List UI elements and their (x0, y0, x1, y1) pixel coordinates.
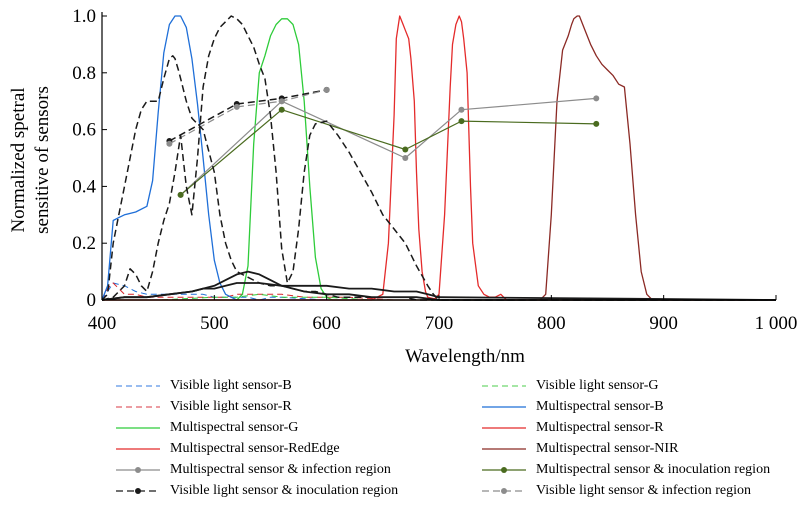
y-tick-label: 0.6 (72, 120, 96, 141)
legend-item-multispectral-sensor-and-infection-region: Multispectral sensor & infection region (114, 460, 391, 479)
legend-swatch (482, 426, 526, 429)
x-tick-label: 600 (312, 313, 341, 334)
legend-swatch (482, 447, 526, 450)
x-tick-label: 700 (425, 313, 454, 334)
legend-swatch (116, 466, 160, 473)
series-line-multispectral-sensor-and-infection-region (180, 97, 597, 196)
y-tick-label: 1.0 (72, 6, 96, 27)
chart-plot: 400 500 600 700 800 900 1 00000.20.40.60.81.0 … (8, 6, 797, 367)
legend-label: Multispectral sensor-RedEdge (170, 440, 340, 456)
legend-label: Multispectral sensor & inoculation regio… (536, 461, 771, 477)
y-tick-label: 0 (87, 290, 97, 311)
data-point-multispectral-sensor-and-infection-region (458, 106, 465, 113)
legend-label: Multispectral sensor-G (170, 419, 299, 435)
legend-label: Visible light sensor-B (170, 377, 292, 393)
series-line-multispectral-sensor-g (102, 18, 776, 301)
data-point-multispectral-sensor-and-inoculation-region (177, 191, 184, 198)
legend-swatch (116, 447, 160, 450)
x-tick-label: 1 000 (755, 313, 798, 334)
legend-swatch (482, 466, 526, 473)
legend-swatch (482, 384, 526, 387)
data-point-visible-light-sensor-and-infection-region (323, 86, 330, 93)
series-line-visible-light-sensor-r (101, 282, 776, 301)
data-point-multispectral-sensor-and-inoculation-region (402, 146, 409, 153)
legend-item-multispectral-sensor-and-inoculation-region: Multispectral sensor & inoculation regio… (480, 460, 770, 479)
series-line-multispectral-sensor-rededge (102, 15, 776, 301)
legend-label: Multispectral sensor-NIR (536, 440, 679, 456)
legend-swatch (116, 384, 160, 387)
legend-item-visible-light-sensor-and-infection-region: Visible light sensor & infection region (480, 481, 751, 500)
legend-label: Multispectral sensor-B (536, 398, 664, 414)
legend-swatch (116, 405, 160, 408)
chart-legend: Visible light sensor-B Visible light sens… (100, 376, 800, 511)
legend-label: Visible light sensor & infection region (536, 482, 751, 498)
legend-item-visible-light-sensor-and-inoculation-region: Visible light sensor & inoculation regio… (114, 481, 398, 500)
series-line-multispectral-sensor-nir (102, 15, 776, 301)
data-point-visible-light-sensor-and-infection-region (166, 140, 173, 147)
legend-item-multispectral-sensor-b: Multispectral sensor-B (480, 397, 664, 416)
data-point-multispectral-sensor-and-infection-region (593, 95, 600, 102)
y-tick-label: 0.8 (72, 63, 96, 84)
series-line-visible-light-sensor-b (101, 282, 776, 301)
legend-item-multispectral-sensor-rededge: Multispectral sensor-RedEdge (114, 439, 340, 458)
x-tick-label: 900 (649, 313, 678, 334)
legend-swatch (116, 426, 160, 429)
y-tick-label: 0.2 (72, 233, 96, 254)
legend-item-visible-light-sensor-g: Visible light sensor-G (480, 376, 659, 395)
x-tick-label: 800 (537, 313, 566, 334)
legend-item-multispectral-sensor-nir: Multispectral sensor-NIR (480, 439, 678, 458)
legend-item-visible-light-sensor-b: Visible light sensor-B (114, 376, 292, 395)
legend-item-multispectral-sensor-r: Multispectral sensor-R (480, 418, 664, 437)
data-point-multispectral-sensor-and-inoculation-region (278, 106, 285, 113)
series-line-visible-light-sensor-and-inoculation-region (169, 89, 327, 142)
y-tick-label: 0.4 (72, 176, 96, 197)
legend-label: Multispectral sensor & infection region (170, 461, 391, 477)
series-line-multispectral-sensor-r (102, 15, 776, 301)
x-tick-label: 400 (88, 313, 117, 334)
data-point-visible-light-sensor-and-infection-region (233, 103, 240, 110)
series-layer (101, 15, 777, 301)
legend-swatch (482, 405, 526, 408)
y-axis-label-line-2: sensitive of sensors (32, 86, 53, 234)
series-line-unlabeled-curve-14 (101, 15, 776, 301)
data-point-multispectral-sensor-and-infection-region (402, 155, 409, 161)
axis-layer: 400 500 600 700 800 900 1 000 0 0.2 0.4 0.6 0.8 1.0 (72, 6, 797, 334)
series-line-visible-light-sensor-and-infection-region (169, 89, 327, 145)
data-point-visible-light-sensor-and-infection-region (278, 98, 285, 105)
legend-swatch (482, 487, 526, 494)
series-line-unlabeled-curve-16 (101, 282, 777, 301)
data-point-multispectral-sensor-and-inoculation-region (593, 120, 600, 127)
legend-label: Multispectral sensor-R (536, 419, 664, 435)
legend-swatch (116, 487, 160, 494)
x-tick-label: 500 (200, 313, 229, 334)
y-axis-label-line-1: Normalized spetral (8, 87, 29, 232)
data-point-multispectral-sensor-and-inoculation-region (458, 118, 465, 125)
series-line-multispectral-sensor-b (101, 15, 776, 301)
legend-item-visible-light-sensor-r: Visible light sensor-R (114, 397, 292, 416)
legend-label: Visible light sensor & inoculation regio… (170, 482, 399, 498)
legend-label: Visible light sensor-G (536, 377, 659, 393)
series-line-unlabeled-curve-13 (101, 55, 776, 301)
legend-label: Visible light sensor-R (170, 398, 292, 414)
series-line-multispectral-sensor-and-inoculation-region (180, 109, 597, 196)
x-axis-label: Wavelength/nm (405, 346, 525, 367)
legend-item-multispectral-sensor-g: Multispectral sensor-G (114, 418, 298, 437)
